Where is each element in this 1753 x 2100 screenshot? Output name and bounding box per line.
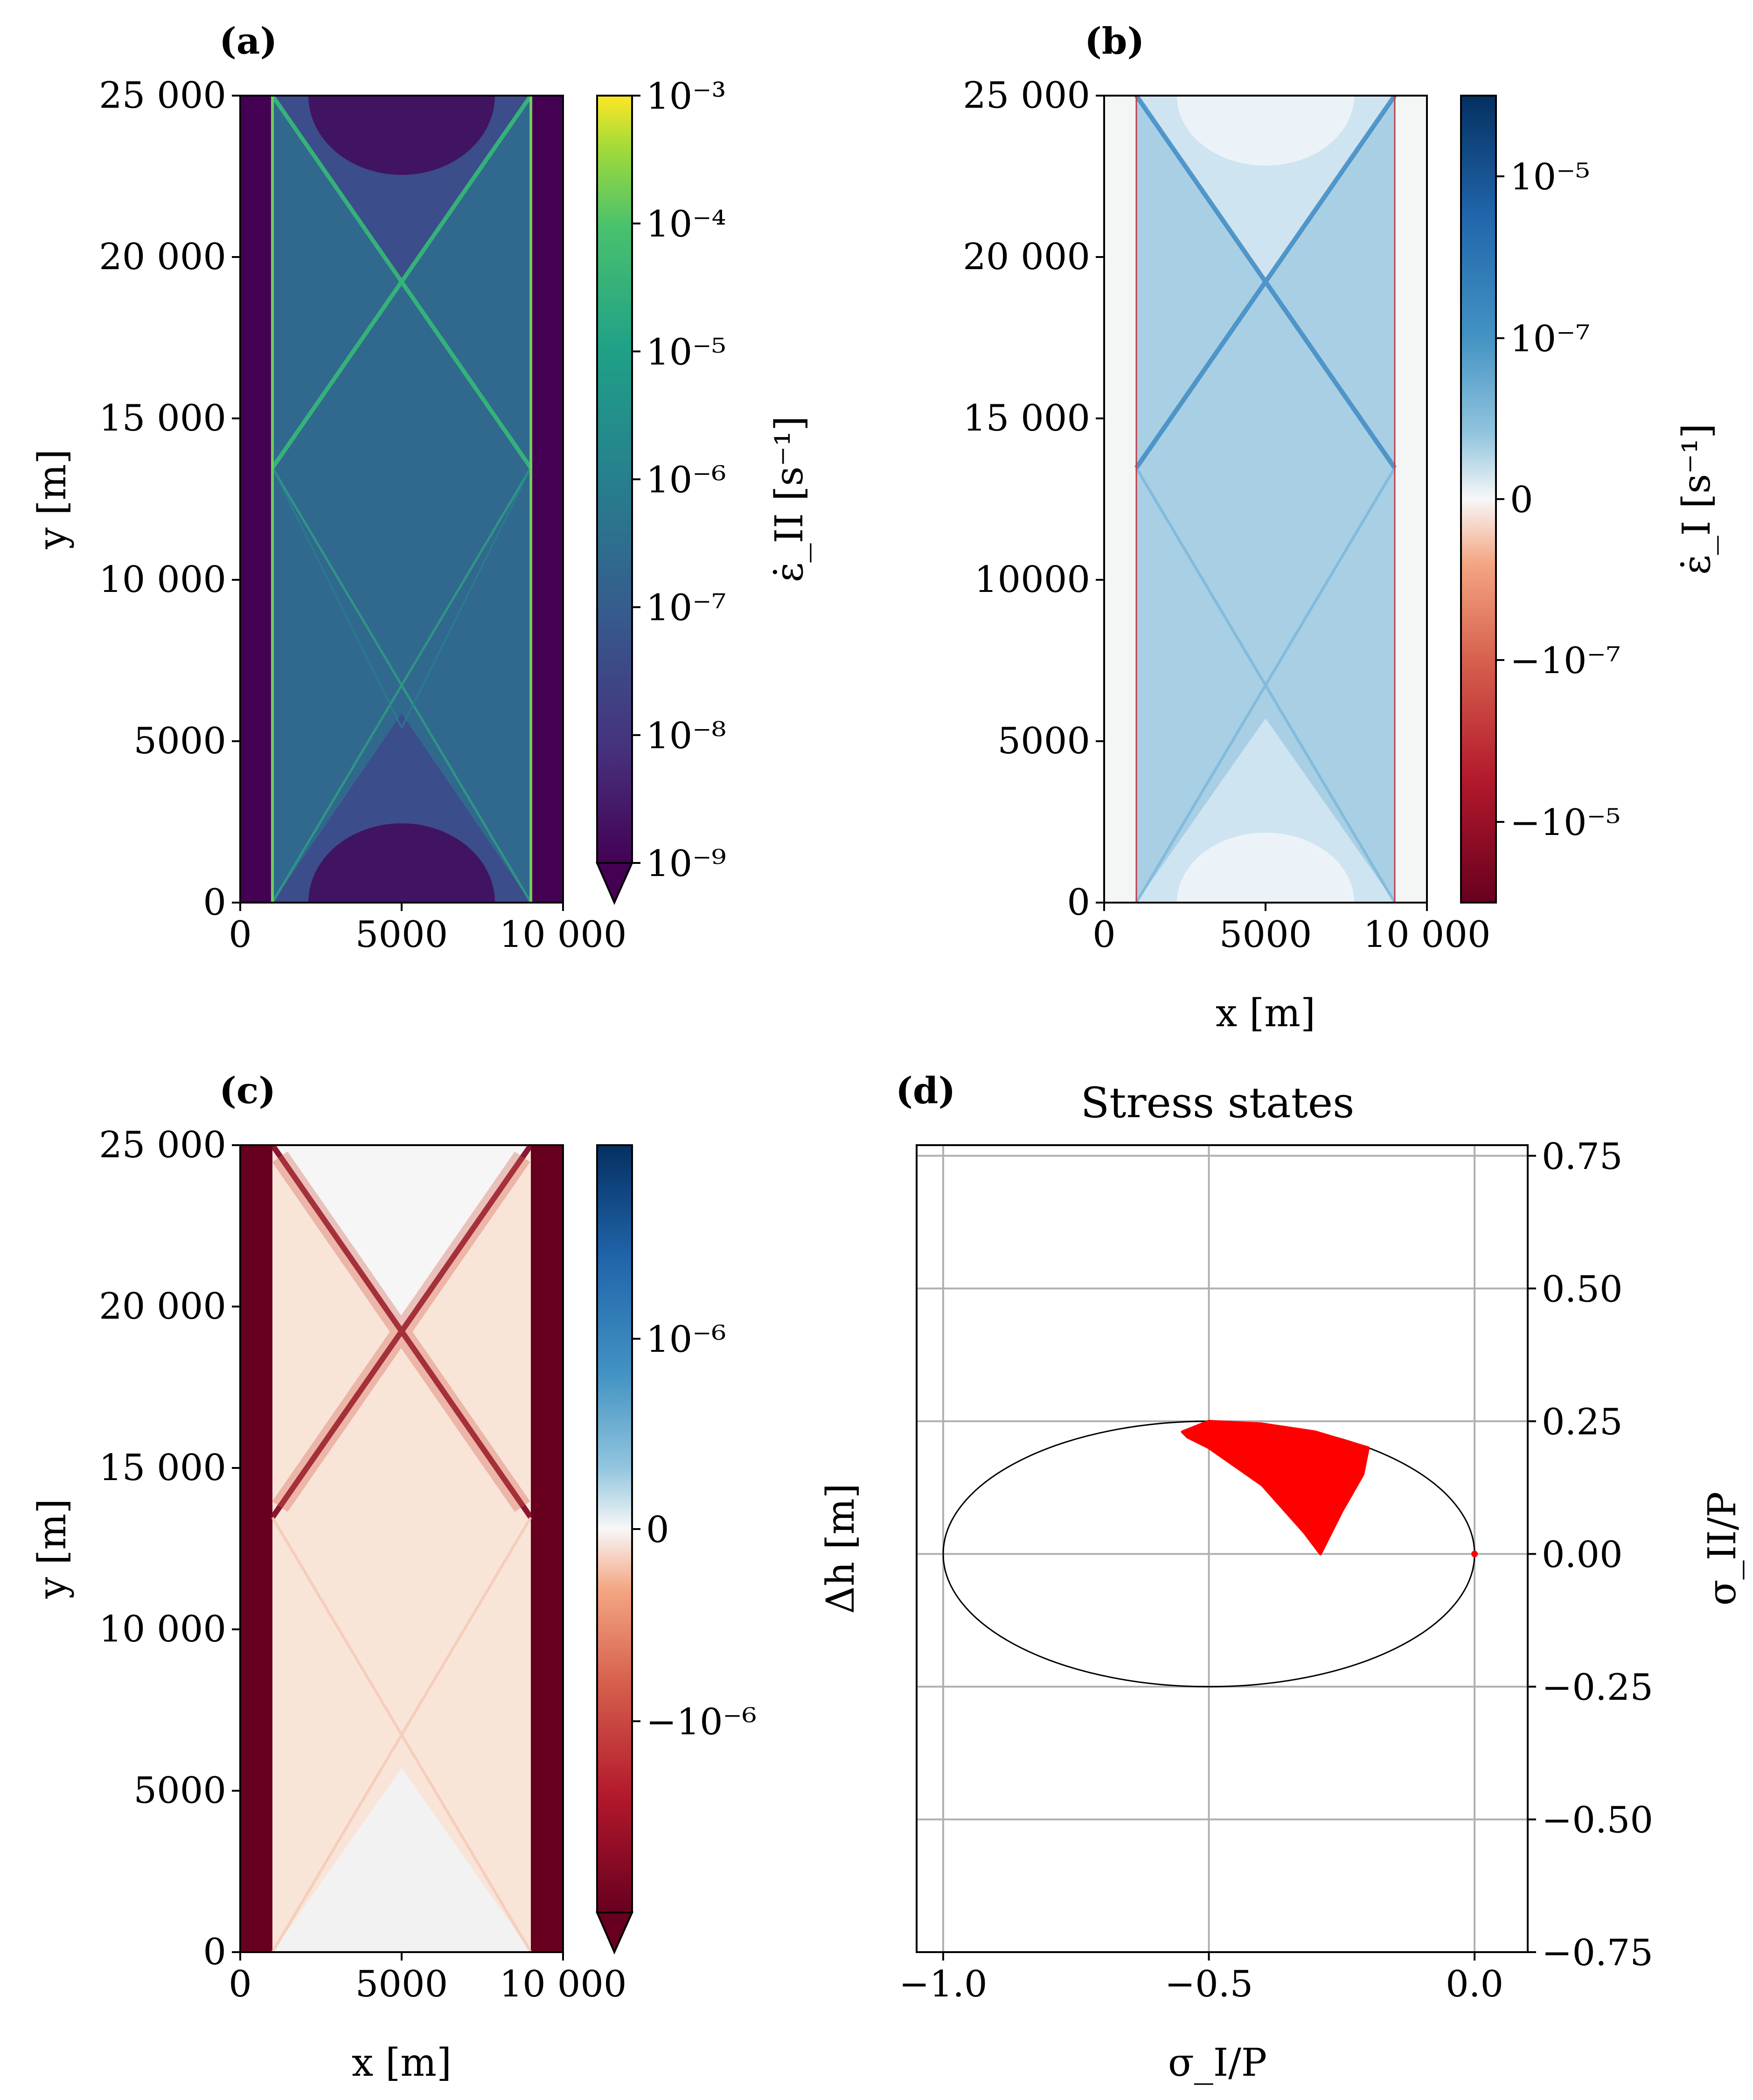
colorbar-tick-label: −10⁻⁷: [1510, 640, 1621, 682]
panel-d-x-ticks: −1.0 −0.5 0.0: [899, 1952, 1503, 2005]
colorbar-tick-label: 10⁻⁷: [646, 587, 726, 629]
y-tick-label: 25 000: [99, 1124, 226, 1166]
y-tick-label: 20 000: [99, 1286, 226, 1328]
colorbar-tick-label: 0: [646, 1509, 669, 1551]
panel-d-x-label: σ_I/P: [1168, 2041, 1267, 2085]
x-tick-label: 10 000: [500, 1963, 627, 2005]
stress-state-points: [1181, 1419, 1478, 1558]
y-tick-label: 0: [203, 882, 226, 924]
panel-c-x-ticks: 0 5000 10 000: [229, 1952, 626, 2005]
panel-d-label: (d): [896, 1070, 955, 1112]
stress-point-cloud: [1181, 1419, 1370, 1556]
x-tick-label: −0.5: [1165, 1963, 1253, 2005]
y-tick-label: 0.25: [1542, 1401, 1623, 1443]
colorbar-c-extend: [595, 1912, 634, 1954]
y-tick-label: 0: [1067, 882, 1090, 924]
panel-c-y-label: y [m]: [30, 1499, 75, 1599]
colorbar-tick-label: 0: [1510, 479, 1533, 521]
colorbar-tick-label: 10⁻⁹: [646, 843, 726, 885]
panel-a-heatmap: [240, 96, 563, 903]
panel-a: (a) 0 5000 10 000: [30, 20, 812, 956]
panel-d-left-y-label: Δh [m]: [819, 1483, 863, 1614]
x-tick-label: 0: [1092, 914, 1116, 956]
colorbar-c: [597, 1145, 632, 1912]
colorbar-a-label: ε̇_II [s⁻¹]: [767, 416, 812, 583]
colorbar-a-extend: [595, 862, 634, 905]
panel-b-x-label: x [m]: [1216, 991, 1315, 1036]
y-tick-label: 0.75: [1542, 1136, 1623, 1178]
y-tick-label: 10000: [974, 559, 1090, 601]
panel-b: (b) 0 5000 10000 15 000 20 000 25 000 0 5000 10…: [963, 20, 1719, 1036]
x-tick-label: 5000: [1219, 914, 1312, 956]
colorbar-tick-label: 10⁻⁵: [646, 331, 726, 373]
colorbar-tick-label: 10⁻⁷: [1510, 318, 1590, 360]
colorbar-tick-label: 10⁻⁶: [646, 459, 726, 501]
colorbar-tick-label: 10⁻⁵: [1510, 156, 1590, 198]
x-tick-label: 10 000: [1363, 914, 1491, 956]
y-tick-label: −0.25: [1542, 1667, 1653, 1709]
colorbar-tick-label: 10⁻⁶: [646, 1319, 726, 1361]
colorbar-b-label: ε̇_I [s⁻¹]: [1675, 424, 1719, 575]
y-tick-label: 0.50: [1542, 1268, 1623, 1310]
colorbar-tick-label: 10⁻⁸: [646, 715, 726, 757]
panel-c-heatmap: [240, 1145, 563, 1952]
y-tick-label: 25 000: [99, 75, 226, 117]
x-tick-label: 0: [229, 1963, 252, 2005]
y-tick-label: 15 000: [963, 397, 1090, 439]
colorbar-tick-label: −10⁻⁶: [646, 1701, 757, 1743]
y-tick-label: −0.50: [1542, 1799, 1653, 1841]
panel-d-y-ticks: 0.75 0.50 0.25 0.00 −0.25 −0.50 −0.75: [1528, 1136, 1653, 1974]
y-tick-label: 5000: [133, 720, 226, 762]
panel-a-y-label: y [m]: [30, 449, 75, 549]
panel-c-y-ticks: 0 5000 10 000 15 000 20 000 25 000: [99, 1124, 240, 1973]
y-tick-label: 15 000: [99, 1447, 226, 1489]
colorbar-b: [1460, 95, 1497, 904]
panel-c-x-label: x [m]: [352, 2041, 452, 2085]
panel-c-label: (c): [219, 1070, 276, 1112]
colorbar-tick-label: −10⁻⁵: [1510, 802, 1621, 844]
x-tick-label: 5000: [355, 1963, 448, 2005]
panel-b-label: (b): [1085, 20, 1144, 63]
x-tick-label: 5000: [355, 914, 448, 956]
stress-point: [1471, 1551, 1478, 1558]
x-tick-label: −1.0: [899, 1963, 987, 2005]
y-tick-label: 5000: [997, 720, 1090, 762]
y-tick-label: 5000: [133, 1770, 226, 1812]
panel-d-right-y-label: σ_II/P: [1700, 1492, 1745, 1606]
colorbar-tick-label: 10⁻³: [646, 76, 726, 118]
y-tick-label: 25 000: [963, 75, 1090, 117]
panel-b-heatmap: [1104, 96, 1427, 903]
y-tick-label: 10 000: [99, 1608, 226, 1650]
y-tick-label: 20 000: [963, 236, 1090, 278]
colorbar-b-ticks: 10⁻⁵ 10⁻⁷ 0 −10⁻⁷ −10⁻⁵: [1496, 156, 1621, 844]
panel-b-x-ticks: 0 5000 10 000: [1092, 903, 1490, 956]
y-tick-label: 10 000: [99, 559, 226, 601]
panel-c: (c) 0 5000 10 000 15 000 20 000 25 000 0 5000 1…: [30, 1070, 757, 2085]
panel-a-x-ticks: 0 5000 10 000: [229, 903, 626, 956]
x-tick-label: 0: [229, 914, 252, 956]
y-tick-label: 15 000: [99, 397, 226, 439]
colorbar-a-ticks: 10⁻³ 10⁻⁴ 10⁻⁵ 10⁻⁶ 10⁻⁷ 10⁻⁸ 10⁻⁹: [632, 76, 726, 885]
colorbar-c-ticks: 10⁻⁶ 0 −10⁻⁶: [632, 1319, 757, 1743]
x-tick-label: 10 000: [500, 914, 627, 956]
panel-a-label: (a): [219, 20, 277, 63]
panel-d-frame: [916, 1144, 1529, 1953]
panel-d-plot-area: [917, 1145, 1528, 1952]
panel-a-y-ticks: 0 5000 10 000 15 000 20 000 25 000: [99, 75, 240, 924]
y-tick-label: 0: [203, 1931, 226, 1973]
colorbar-tick-label: 10⁻⁴: [646, 203, 726, 245]
panel-d: (d) Stress states −1.0 −0.5 0.0 0.750.500.…: [819, 1070, 1745, 2085]
y-tick-label: 20 000: [99, 236, 226, 278]
panel-d-title: Stress states: [1081, 1078, 1355, 1127]
y-tick-label: −0.75: [1542, 1932, 1653, 1974]
y-tick-label: 0.00: [1542, 1534, 1623, 1576]
x-tick-label: 0.0: [1446, 1963, 1503, 2005]
colorbar-a: [597, 96, 632, 863]
panel-b-y-ticks: 0 5000 10000 15 000 20 000 25 000: [963, 75, 1104, 924]
